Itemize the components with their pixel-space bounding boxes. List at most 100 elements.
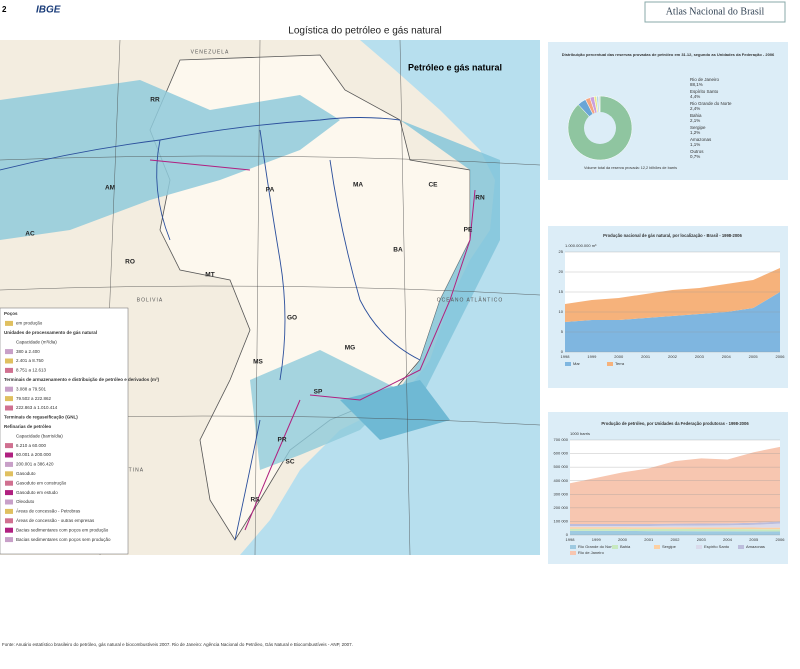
legend-swatch [5, 480, 13, 486]
x-tick-label: 2002 [671, 537, 681, 542]
legend-item: 8.751 a 12.613 [16, 368, 47, 373]
x-tick-label: 2000 [618, 537, 628, 542]
legend-item: Bacias sedimentares com poços em produçã… [16, 527, 109, 532]
legend-swatch [5, 527, 13, 533]
legend: Poços em produção Unidades de processament… [4, 311, 159, 543]
legend-swatch [5, 452, 13, 458]
map-label: BOLIVIA [137, 297, 163, 303]
y-label: 1.000.000.000 m³ [565, 243, 597, 248]
map: Petróleo e gás natural VENEZUELA RR AM AC RO… [0, 39, 541, 556]
chart-title: Produção nacional de gás natural, por lo… [603, 233, 742, 238]
x-tick-label: 2005 [749, 537, 759, 542]
slice-value: 0,7% [690, 154, 700, 159]
map-label: GO [287, 315, 297, 322]
legend-swatch [570, 551, 576, 555]
slice-name: Rio Grande do Norte [690, 101, 732, 106]
legend-swatch [607, 362, 613, 366]
slice-value: 1,2% [690, 130, 700, 135]
map-label: RN [475, 195, 485, 202]
slice-name: Bahia [690, 113, 702, 118]
legend-item: Terminais de regaseificação (GNL) [4, 415, 78, 420]
legend-label: Terra [615, 361, 625, 366]
slice-name: Rio de Janeiro [690, 77, 720, 82]
legend-item: Refinarias de petróleo [4, 424, 52, 429]
amazon-basin [0, 80, 340, 240]
footer: Fonte: Anuário estatístico brasileiro do… [2, 642, 353, 647]
legend-swatch [5, 461, 13, 467]
slice-name: Amazonas [690, 137, 712, 142]
map-label: PR [277, 437, 286, 444]
map-label: RO [125, 259, 135, 266]
legend-item: 6.210 a 60.000 [16, 443, 47, 448]
legend-label: Amazonas [746, 544, 765, 549]
atlas-box [644, 1, 786, 23]
slice-name: Espírito Santo [690, 89, 719, 94]
pie-note: Volume total da reserva provada: 12,2 bi… [584, 166, 677, 170]
x-tick-label: 1999 [592, 537, 602, 542]
map-label: CE [428, 182, 438, 189]
coastal-basins [395, 120, 500, 400]
chart-title: Distribuição percentual das reservas pro… [562, 52, 775, 57]
legend-item: Gasoduto em construção [16, 480, 67, 485]
charts: Distribuição percentual das reservas pro… [554, 52, 786, 555]
legend-swatch [5, 358, 13, 364]
x-tick-label: 2004 [723, 537, 733, 542]
legend-swatch [5, 320, 13, 326]
legend-swatch [654, 545, 660, 549]
legend-item: Gasoduto [16, 471, 36, 476]
area [570, 521, 780, 527]
legend-swatch [5, 499, 13, 505]
x-tick-label: 2006 [776, 354, 786, 359]
legend-swatch [5, 471, 13, 477]
map-label: VENEZUELA [191, 49, 230, 55]
y-tick-label: 10 [559, 309, 564, 314]
x-tick-label: 2002 [668, 354, 678, 359]
legend-swatch [5, 508, 13, 514]
x-tick-label: 2003 [695, 354, 705, 359]
y-tick-label: 300 000 [554, 491, 569, 496]
legend-swatch [5, 386, 13, 392]
map-label: OCEANO ATLÂNTICO [437, 296, 503, 303]
map-label: SC [285, 459, 294, 466]
legend-item: 222.863 a 1.010.414 [16, 405, 58, 410]
legend-item: Áreas de concessão - Petrobras [16, 508, 81, 514]
legend-item: Poços [4, 311, 18, 316]
map-label: SP [314, 389, 323, 396]
x-tick-label: 2003 [697, 537, 707, 542]
pie-hole [584, 112, 616, 144]
legend-item: Gasoduto em estudo [16, 490, 58, 495]
legend-item: 380 a 2.400 [16, 349, 40, 354]
legend-swatch [5, 490, 13, 496]
legend-item: Capacidade (barris/dia) [16, 433, 63, 438]
area [570, 530, 780, 535]
map-label: PE [464, 227, 473, 234]
y-tick-label: 0 [561, 349, 564, 354]
legend-swatch [738, 545, 744, 549]
legend-swatch [5, 367, 13, 373]
legend-swatch [5, 396, 13, 402]
y-label: 1000 barris [570, 431, 590, 436]
legend-label: Rio Grande do Norte [578, 544, 616, 549]
slice-value: 88,1% [690, 82, 703, 87]
slice-name: Outros [690, 149, 704, 154]
area [565, 268, 780, 322]
x-tick-label: 2001 [641, 354, 651, 359]
y-tick-label: 0 [566, 532, 569, 537]
legend-swatch [5, 405, 13, 411]
legend-label: Espírito Santo [704, 544, 730, 549]
santos-campos [340, 380, 450, 440]
legend-label: Sergipe [662, 544, 677, 549]
x-tick-label: 1998 [561, 354, 571, 359]
legend-item: Bacias sedimentares com poços sem produç… [16, 537, 111, 542]
legend-item: Capacidade (m³/dia) [16, 339, 57, 344]
y-tick-label: 15 [559, 289, 564, 294]
legend-swatch [565, 362, 571, 366]
map-label: AM [105, 185, 115, 192]
legend-item: Áreas de concessão - outras empresas [16, 517, 95, 523]
map-label: MT [205, 272, 214, 279]
chart-title: Produção de petróleo, por Unidades da Fe… [601, 421, 749, 426]
rivers [0, 117, 421, 541]
y-tick-label: 400 000 [554, 478, 569, 483]
legend-label: Bahia [620, 544, 631, 549]
x-tick-label: 2001 [644, 537, 654, 542]
